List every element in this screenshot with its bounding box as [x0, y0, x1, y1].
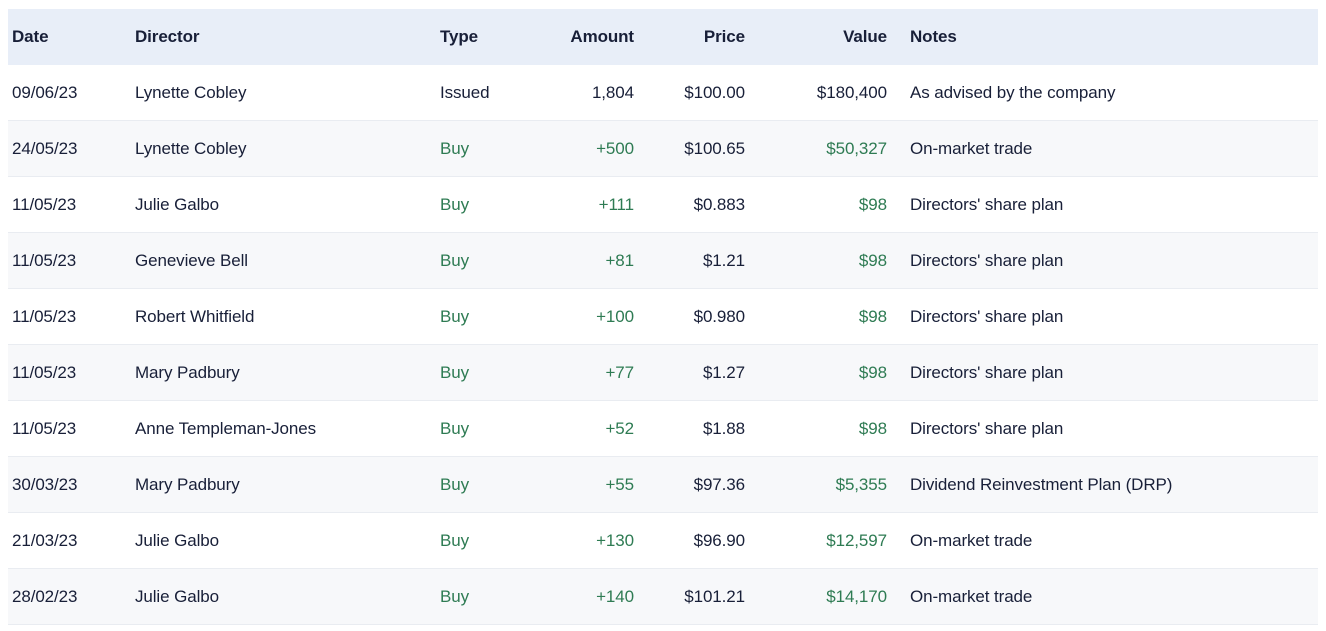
- cell-date: 11/05/23: [12, 306, 77, 326]
- cell-notes: On-market trade: [910, 530, 1033, 550]
- cell-date: 21/03/23: [12, 530, 78, 550]
- cell-price: $1.21: [702, 250, 745, 270]
- cell-type: Buy: [440, 586, 469, 606]
- cell-price: $100.65: [684, 138, 745, 158]
- table-row: 11/05/23 Anne Templeman-Jones Buy +52 $1.88 $…: [8, 401, 1318, 457]
- cell-value: $98: [858, 362, 887, 382]
- cell-type: Buy: [440, 530, 469, 550]
- cell-type: Buy: [440, 418, 469, 438]
- director-transactions-table: Date Director Type Amount Price Value Notes 09…: [8, 9, 1318, 625]
- cell-notes: On-market trade: [910, 586, 1033, 606]
- cell-type: Buy: [440, 306, 469, 326]
- table-body: 09/06/23 Lynette Cobley Issued 1,804 $100.00…: [8, 65, 1318, 625]
- cell-notes: On-market trade: [910, 138, 1033, 158]
- table-header-row: Date Director Type Amount Price Value Notes: [8, 9, 1318, 65]
- cell-date: 11/05/23: [12, 418, 77, 438]
- cell-price: $0.883: [693, 194, 745, 214]
- cell-amount: +77: [605, 362, 634, 382]
- column-header-type: Type: [440, 27, 479, 46]
- cell-director: Anne Templeman-Jones: [135, 418, 317, 438]
- cell-notes: Directors' share plan: [910, 362, 1064, 382]
- cell-director: Lynette Cobley: [135, 82, 247, 102]
- cell-director: Julie Galbo: [135, 194, 219, 214]
- column-header-value: Value: [843, 27, 887, 46]
- cell-notes: Directors' share plan: [910, 306, 1064, 326]
- cell-amount: 1,804: [591, 82, 634, 102]
- cell-director: Genevieve Bell: [135, 250, 248, 270]
- cell-value: $12,597: [826, 530, 887, 550]
- cell-amount: +500: [596, 138, 634, 158]
- cell-price: $1.88: [702, 418, 745, 438]
- cell-price: $100.00: [684, 82, 745, 102]
- cell-notes: As advised by the company: [910, 82, 1116, 102]
- cell-date: 11/05/23: [12, 250, 77, 270]
- cell-value: $98: [858, 250, 887, 270]
- cell-type: Buy: [440, 362, 469, 382]
- cell-director: Robert Whitfield: [135, 306, 255, 326]
- cell-type: Buy: [440, 194, 469, 214]
- table-row: 30/03/23 Mary Padbury Buy +55 $97.36 $5,355 Di…: [8, 457, 1318, 513]
- table-row: 24/05/23 Lynette Cobley Buy +500 $100.65 $50,…: [8, 121, 1318, 177]
- table-row: 28/02/23 Julie Galbo Buy +140 $101.21 $14,170…: [8, 569, 1318, 625]
- cell-value: $180,400: [816, 82, 887, 102]
- cell-value: $98: [858, 418, 887, 438]
- cell-price: $1.27: [702, 362, 745, 382]
- cell-type: Buy: [440, 250, 469, 270]
- cell-type: Issued: [440, 82, 490, 102]
- table-row: 11/05/23 Mary Padbury Buy +77 $1.27 $98 Direct…: [8, 345, 1318, 401]
- cell-director: Mary Padbury: [135, 362, 240, 382]
- cell-amount: +140: [596, 586, 634, 606]
- cell-notes: Dividend Reinvestment Plan (DRP): [910, 474, 1173, 494]
- cell-value: $98: [858, 194, 887, 214]
- cell-amount: +100: [596, 306, 634, 326]
- table-row: 09/06/23 Lynette Cobley Issued 1,804 $100.00…: [8, 65, 1318, 121]
- cell-date: 24/05/23: [12, 138, 78, 158]
- cell-price: $0.980: [693, 306, 745, 326]
- cell-director: Lynette Cobley: [135, 138, 247, 158]
- cell-date: 30/03/23: [12, 474, 78, 494]
- cell-director: Julie Galbo: [135, 586, 219, 606]
- cell-price: $96.90: [693, 530, 745, 550]
- cell-director: Julie Galbo: [135, 530, 219, 550]
- cell-type: Buy: [440, 138, 469, 158]
- cell-type: Buy: [440, 474, 469, 494]
- table-row: 11/05/23 Robert Whitfield Buy +100 $0.980 $98…: [8, 289, 1318, 345]
- cell-amount: +55: [605, 474, 634, 494]
- cell-price: $97.36: [693, 474, 745, 494]
- table-row: 11/05/23 Genevieve Bell Buy +81 $1.21 $98 Dire…: [8, 233, 1318, 289]
- cell-notes: Directors' share plan: [910, 194, 1064, 214]
- cell-director: Mary Padbury: [135, 474, 240, 494]
- column-header-price: Price: [703, 27, 745, 46]
- cell-date: 11/05/23: [12, 194, 77, 214]
- cell-value: $50,327: [826, 138, 887, 158]
- column-header-notes: Notes: [910, 27, 957, 46]
- cell-notes: Directors' share plan: [910, 250, 1064, 270]
- cell-value: $14,170: [826, 586, 887, 606]
- column-header-director: Director: [135, 27, 200, 46]
- cell-value: $5,355: [835, 474, 887, 494]
- cell-amount: +81: [605, 250, 634, 270]
- cell-date: 11/05/23: [12, 362, 77, 382]
- cell-date: 28/02/23: [12, 586, 78, 606]
- column-header-amount: Amount: [570, 27, 634, 46]
- cell-amount: +130: [596, 530, 634, 550]
- column-header-date: Date: [12, 27, 49, 46]
- cell-date: 09/06/23: [12, 82, 78, 102]
- cell-amount: +111: [598, 194, 634, 214]
- cell-value: $98: [858, 306, 887, 326]
- cell-notes: Directors' share plan: [910, 418, 1064, 438]
- table-row: 11/05/23 Julie Galbo Buy +111 $0.883 $98 Direc…: [8, 177, 1318, 233]
- cell-amount: +52: [605, 418, 634, 438]
- cell-price: $101.21: [684, 586, 745, 606]
- table-row: 21/03/23 Julie Galbo Buy +130 $96.90 $12,597 O…: [8, 513, 1318, 569]
